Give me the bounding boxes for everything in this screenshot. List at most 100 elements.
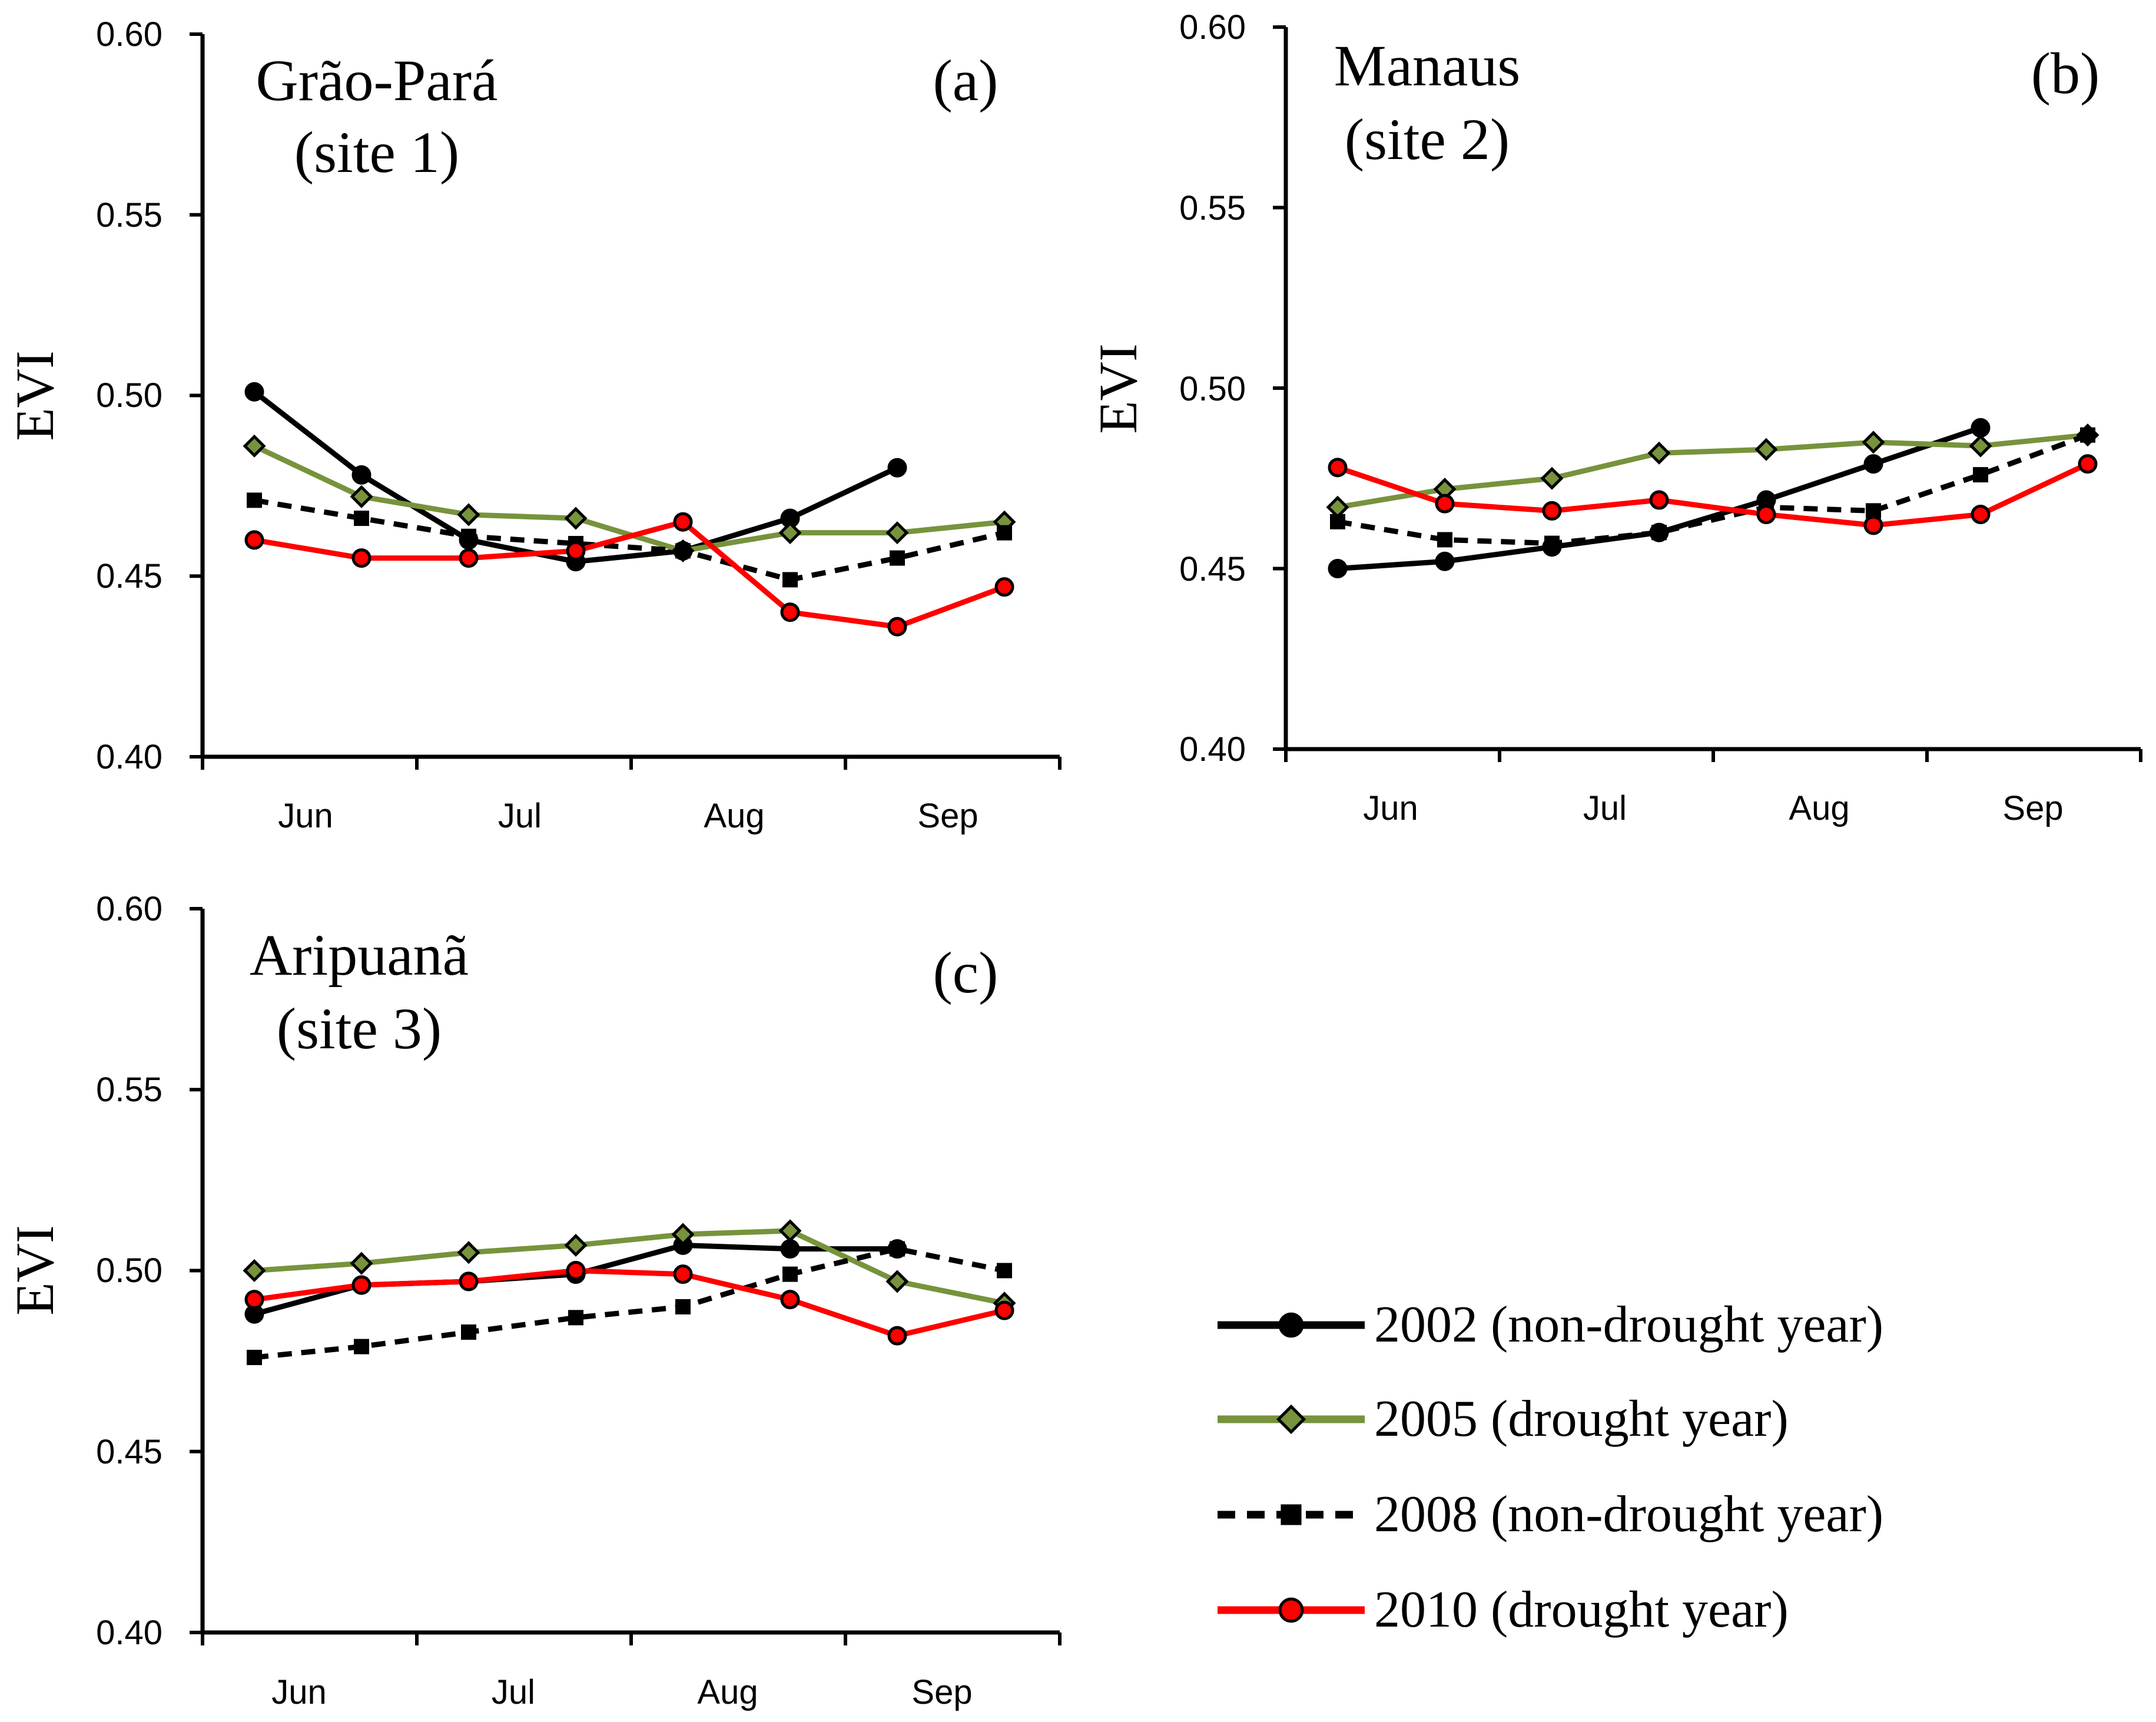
- data-point: [1330, 514, 1345, 529]
- series-2005: [243, 1219, 1016, 1315]
- data-point: [1435, 494, 1455, 514]
- legend-marker-2010: [1278, 1597, 1304, 1623]
- y-axis: 0.40 0.45 0.50 0.55 0.60: [96, 890, 205, 1652]
- y-tick-label: 0.60: [96, 890, 162, 928]
- data-point: [780, 1290, 800, 1310]
- y-tick-label: 0.50: [1179, 370, 1246, 408]
- y-tick-label: 0.50: [96, 376, 162, 415]
- y-axis-label: EVI: [5, 350, 65, 441]
- data-point: [1754, 438, 1778, 461]
- data-point: [1863, 515, 1883, 535]
- legend-entry-2002: 2002 (non-drought year): [1218, 1296, 1883, 1353]
- data-point: [673, 512, 693, 532]
- data-point: [457, 1241, 480, 1264]
- data-point: [351, 465, 372, 485]
- data-point: [1540, 466, 1564, 490]
- data-point: [1971, 505, 1991, 525]
- data-point: [247, 1349, 262, 1365]
- site-title: Aripuanã: [250, 922, 469, 988]
- data-point: [2080, 427, 2095, 443]
- panel-label: (b): [2031, 41, 2100, 106]
- legend-marker-2002: [1278, 1312, 1304, 1338]
- y-tick-label: 0.40: [1179, 730, 1246, 769]
- data-point: [780, 602, 800, 622]
- site-subtitle: (site 3): [277, 996, 442, 1061]
- data-point: [1756, 505, 1776, 525]
- data-point: [564, 1233, 588, 1257]
- legend-entry-2008: 2008 (non-drought year): [1218, 1486, 1883, 1543]
- panel-c: 0.40 0.45 0.50 0.55 0.60 EVI Jun Jul Aug…: [5, 890, 1062, 1711]
- data-point: [1647, 441, 1671, 465]
- panel-b: 0.40 0.45 0.50 0.55 0.60 EVI Jun Jul Aug…: [1088, 8, 2142, 827]
- y-axis: 0.40 0.45 0.50 0.55 0.60: [96, 15, 205, 776]
- data-point: [459, 1271, 479, 1292]
- data-point: [778, 521, 802, 545]
- data-point: [461, 528, 476, 544]
- y-tick-label: 0.45: [96, 557, 162, 595]
- data-point: [459, 548, 479, 568]
- data-point: [671, 1223, 695, 1246]
- x-tick-label: Jun: [1363, 789, 1418, 827]
- data-point: [1435, 551, 1455, 571]
- data-point: [564, 506, 588, 530]
- y-tick-label: 0.60: [96, 15, 162, 54]
- plot-area: [1326, 418, 2099, 578]
- x-axis: Jun Jul Aug Sep: [201, 1630, 1062, 1711]
- data-point: [1328, 458, 1348, 478]
- data-point: [1971, 418, 1991, 438]
- panel-a: 0.40 0.45 0.50 0.55 0.60 EVI Jun Jul Aug…: [5, 15, 1062, 835]
- data-point: [247, 492, 262, 508]
- series-line-2005: [1337, 432, 2088, 510]
- x-tick-label: Aug: [697, 1673, 758, 1711]
- data-point: [1862, 431, 1885, 454]
- data-point: [1969, 434, 1992, 458]
- series-line-2005: [254, 1228, 1005, 1306]
- data-point: [887, 458, 907, 478]
- data-point: [994, 1300, 1014, 1320]
- series-line-2010: [254, 1268, 1006, 1339]
- x-tick-label: Aug: [704, 797, 764, 835]
- data-point: [782, 1266, 798, 1282]
- y-tick-label: 0.55: [96, 196, 162, 234]
- x-tick-label: Jul: [1583, 789, 1627, 827]
- data-point: [673, 1264, 693, 1284]
- series-line-2010: [1336, 461, 2089, 528]
- data-point: [2078, 454, 2098, 474]
- x-tick-label: Aug: [1789, 789, 1849, 827]
- data-point: [885, 521, 909, 545]
- x-tick-label: Jul: [498, 797, 542, 835]
- y-tick-label: 0.60: [1179, 8, 1246, 47]
- data-point: [1437, 532, 1452, 548]
- series-line-2008: [254, 1246, 1005, 1360]
- data-point: [887, 617, 907, 637]
- data-point: [994, 577, 1014, 597]
- data-point: [568, 1310, 583, 1326]
- series-2010: [244, 512, 1014, 637]
- legend-label: 2010 (drought year): [1374, 1581, 1789, 1638]
- y-tick-label: 0.40: [96, 1614, 162, 1652]
- y-tick-label: 0.55: [1179, 189, 1246, 227]
- data-point: [351, 548, 372, 568]
- data-point: [566, 541, 586, 561]
- data-point: [997, 1263, 1012, 1279]
- data-point: [890, 550, 905, 566]
- y-axis: 0.40 0.45 0.50 0.55 0.60: [1179, 8, 1288, 769]
- data-point: [887, 1326, 907, 1346]
- legend-entry-2005: 2005 (drought year): [1218, 1390, 1789, 1448]
- y-tick-label: 0.45: [1179, 550, 1246, 588]
- data-point: [1649, 490, 1669, 510]
- plot-area: [243, 1219, 1016, 1365]
- legend-entry-2010: 2010 (drought year): [1218, 1581, 1789, 1638]
- panel-label: (c): [933, 940, 999, 1005]
- data-point: [243, 1259, 266, 1283]
- data-point: [350, 485, 373, 508]
- series-2010: [244, 1261, 1014, 1346]
- site-subtitle: (site 1): [294, 120, 459, 185]
- data-point: [1326, 495, 1349, 519]
- data-point: [675, 1299, 691, 1314]
- legend-marker-2005: [1276, 1404, 1306, 1435]
- y-tick-label: 0.40: [96, 738, 162, 776]
- data-point: [350, 1251, 373, 1275]
- site-title: Grão-Pará: [256, 48, 498, 113]
